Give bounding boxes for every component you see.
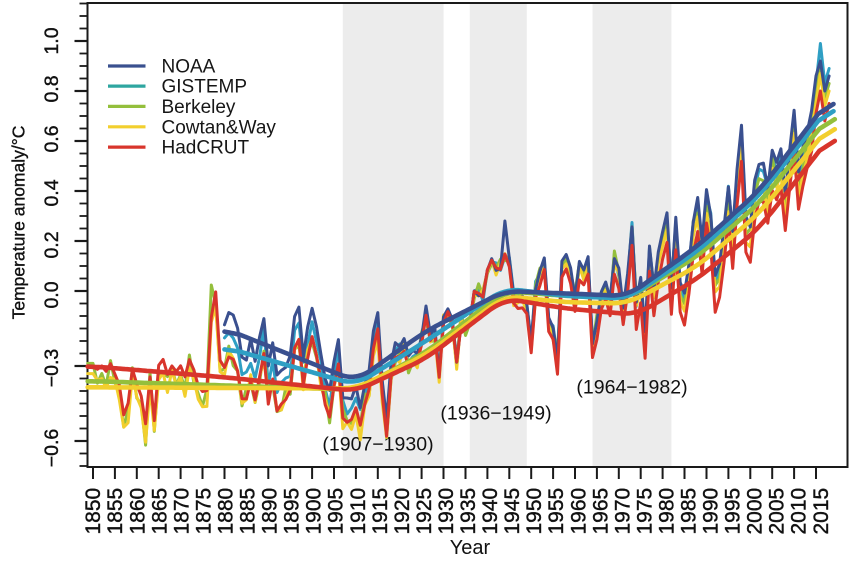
- svg-text:1940: 1940: [479, 488, 502, 535]
- svg-text:−0.3: −0.3: [41, 349, 63, 388]
- svg-text:1965: 1965: [589, 488, 612, 535]
- svg-text:1955: 1955: [545, 488, 568, 535]
- svg-text:−0.6: −0.6: [41, 429, 63, 468]
- svg-text:(1907−1930): (1907−1930): [322, 434, 433, 456]
- svg-text:(1936−1949): (1936−1949): [440, 403, 551, 425]
- svg-text:1885: 1885: [237, 488, 260, 535]
- svg-text:1980: 1980: [656, 488, 679, 535]
- svg-text:1930: 1930: [435, 488, 458, 535]
- svg-text:0.4: 0.4: [41, 179, 63, 206]
- svg-text:1860: 1860: [126, 488, 149, 535]
- svg-text:1995: 1995: [722, 488, 745, 535]
- svg-text:1.0: 1.0: [41, 27, 63, 54]
- svg-text:(1964−1982): (1964−1982): [576, 377, 687, 399]
- svg-text:0.2: 0.2: [41, 231, 63, 258]
- svg-text:1975: 1975: [633, 488, 656, 535]
- svg-text:Berkeley: Berkeley: [162, 97, 236, 118]
- svg-text:1935: 1935: [457, 488, 480, 535]
- svg-text:1990: 1990: [700, 488, 723, 535]
- svg-text:HadCRUT: HadCRUT: [162, 138, 250, 159]
- svg-text:1950: 1950: [523, 488, 546, 535]
- svg-text:1905: 1905: [325, 488, 348, 535]
- svg-text:1970: 1970: [611, 488, 634, 535]
- svg-text:2000: 2000: [744, 488, 767, 535]
- svg-text:1895: 1895: [281, 488, 304, 535]
- svg-text:1890: 1890: [259, 488, 282, 535]
- svg-text:Temperature anomaly/°C: Temperature anomaly/°C: [9, 126, 29, 320]
- svg-text:2005: 2005: [766, 488, 789, 535]
- svg-text:1920: 1920: [391, 488, 414, 535]
- svg-text:1865: 1865: [148, 488, 171, 535]
- svg-text:GISTEMP: GISTEMP: [162, 77, 248, 98]
- svg-text:1875: 1875: [192, 488, 215, 535]
- svg-text:1870: 1870: [170, 488, 193, 535]
- svg-text:0.8: 0.8: [41, 75, 63, 102]
- svg-text:1945: 1945: [501, 488, 524, 535]
- svg-text:1925: 1925: [413, 488, 436, 535]
- svg-text:Cowtan&Way: Cowtan&Way: [162, 117, 277, 138]
- svg-text:Year: Year: [450, 537, 491, 557]
- svg-text:1880: 1880: [215, 488, 238, 535]
- svg-text:1985: 1985: [678, 488, 701, 535]
- svg-text:1855: 1855: [104, 488, 127, 535]
- svg-text:1850: 1850: [82, 488, 105, 535]
- svg-text:2010: 2010: [788, 488, 811, 535]
- svg-text:2015: 2015: [810, 488, 833, 535]
- svg-text:0.6: 0.6: [41, 125, 63, 152]
- svg-text:1960: 1960: [567, 488, 590, 535]
- svg-text:NOAA: NOAA: [162, 57, 216, 78]
- svg-text:0.0: 0.0: [41, 281, 63, 308]
- svg-text:1910: 1910: [347, 488, 370, 535]
- svg-text:1915: 1915: [369, 488, 392, 535]
- svg-text:1900: 1900: [303, 488, 326, 535]
